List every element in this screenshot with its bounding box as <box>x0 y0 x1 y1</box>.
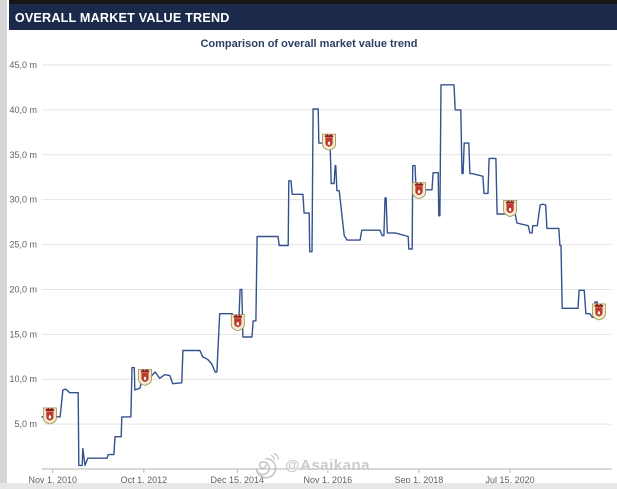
crest-crenellation <box>324 134 334 138</box>
crest-gate <box>417 190 421 194</box>
page-title: OVERALL MARKET VALUE TREND <box>14 9 230 25</box>
x-axis-tick-label: Dec 15, 2014 <box>210 475 264 485</box>
y-axis-tick-label: 35,0 m <box>9 150 37 160</box>
x-axis-tick-label: Oct 1, 2012 <box>121 475 168 485</box>
crest-gate <box>509 207 512 212</box>
y-axis-tick-label: 10,0 m <box>9 374 37 384</box>
crest-gate <box>597 311 600 315</box>
y-axis-tick-label: 20,0 m <box>9 284 37 294</box>
y-axis-tick-label: 30,0 m <box>9 195 37 205</box>
club-crest-marker[interactable] <box>230 314 245 332</box>
market-value-line[interactable] <box>41 84 606 467</box>
y-axis-tick-label: 45,0 m <box>9 60 37 70</box>
x-axis-tick-label: Nov 1, 2010 <box>28 475 77 485</box>
crest-gate <box>143 376 147 380</box>
club-crest-marker[interactable] <box>322 133 336 151</box>
crest-gate <box>327 141 331 145</box>
x-axis-tick-label: Jul 15, 2020 <box>486 475 535 485</box>
y-axis-tick-label: 15,0 m <box>9 329 37 339</box>
crest-crenellation <box>233 314 242 318</box>
crest-crenellation <box>45 408 55 411</box>
crest-crenellation <box>505 200 515 204</box>
page-top-border <box>9 0 617 4</box>
crest-gate <box>48 415 51 419</box>
x-axis-tick-label: Nov 1, 2016 <box>304 475 353 485</box>
crest-gate <box>236 322 239 326</box>
club-crest-marker[interactable] <box>503 200 518 218</box>
page-bottom-gutter <box>0 483 617 489</box>
club-crest-marker[interactable] <box>138 368 152 386</box>
club-crest-marker[interactable] <box>412 182 426 200</box>
crest-crenellation <box>594 303 604 307</box>
y-axis-tick-label: 5,0 m <box>14 419 37 429</box>
page-left-gutter <box>0 0 7 483</box>
y-axis-tick-label: 40,0 m <box>9 105 37 115</box>
crest-crenellation <box>140 369 150 373</box>
club-crest-marker[interactable] <box>591 303 606 321</box>
club-crest-marker[interactable] <box>42 407 57 425</box>
x-axis-tick-label: Sep 1, 2018 <box>395 475 444 485</box>
chart-subtitle: Comparison of overall market value trend <box>200 38 418 50</box>
y-axis-tick-label: 25,0 m <box>9 240 37 250</box>
crest-crenellation <box>414 182 424 186</box>
header-bar: OVERALL MARKET VALUE TREND <box>9 4 617 30</box>
